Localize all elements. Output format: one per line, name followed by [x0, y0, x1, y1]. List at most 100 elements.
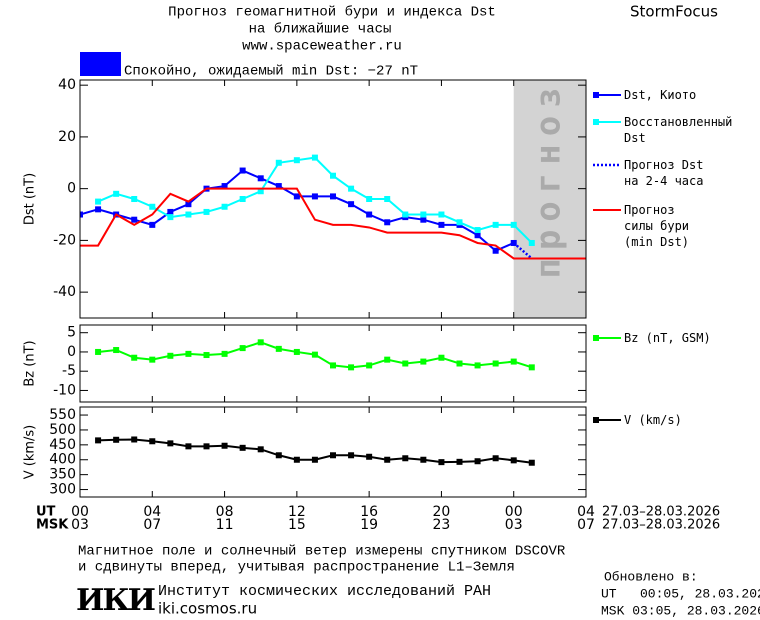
point [438, 354, 445, 361]
legend-label: Восстановленный Dst [624, 115, 733, 145]
point [384, 196, 391, 202]
point [474, 227, 481, 234]
status-box [80, 52, 121, 76]
x-tick-label: 15 [288, 517, 306, 533]
x-row-range: 27.03–28.03.2026 [602, 505, 720, 520]
point [293, 348, 300, 355]
point [131, 436, 138, 443]
point [131, 196, 138, 202]
plot-frame [79, 406, 587, 498]
x-tick-label: 00 [505, 504, 523, 520]
point [438, 459, 445, 466]
point [330, 452, 336, 459]
x-tick-label: 16 [360, 504, 378, 520]
series-line [80, 187, 586, 260]
legend-label: Прогноз Dst на 2-4 часа [624, 158, 704, 188]
point [456, 360, 463, 367]
point [293, 193, 300, 200]
x-tick-label: 00 [71, 504, 89, 520]
point [402, 455, 409, 462]
title: Прогноз геомагнитной бури и индекса Dst [168, 4, 496, 21]
x-tick-label: 11 [216, 517, 234, 533]
point [113, 436, 120, 443]
point [474, 362, 481, 369]
point [348, 185, 355, 192]
point [275, 159, 282, 166]
point [149, 438, 156, 445]
x-tick-label: 08 [216, 504, 234, 520]
point [239, 345, 246, 352]
status-text: Спокойно, ожидаемый min Dst: −27 nT [124, 63, 418, 80]
point [275, 183, 282, 190]
y-tick-label: 0 [67, 181, 76, 197]
point [203, 208, 210, 215]
point [330, 193, 336, 200]
point [95, 206, 102, 213]
y-tick-label: -20 [53, 232, 76, 248]
legend-marker [593, 417, 599, 423]
y-tick-label: 0 [67, 344, 76, 360]
legend-marker [593, 92, 599, 98]
point [348, 364, 355, 371]
point [167, 214, 174, 221]
y-tick-label: 350 [49, 467, 76, 483]
point [528, 239, 535, 246]
legend-marker [593, 335, 599, 341]
x-tick-label: 07 [577, 517, 595, 533]
x-tick-label: 04 [143, 504, 161, 520]
legend-marker [593, 119, 599, 125]
x-tick-label: 12 [288, 504, 306, 520]
subtitle: на ближайшие часы [249, 21, 392, 38]
y-tick-label: 40 [58, 77, 76, 93]
point [456, 219, 463, 226]
point [510, 457, 517, 464]
y-tick-label: 500 [49, 422, 76, 438]
institute-url: iki.cosmos.ru [158, 600, 257, 618]
x-row-range: 27.03–28.03.2026 [602, 518, 720, 533]
point [95, 198, 102, 205]
point [366, 453, 373, 460]
y-tick-label: 5 [67, 325, 76, 341]
point [239, 196, 246, 202]
forecast-label: прогноз [528, 79, 568, 278]
point [167, 352, 174, 359]
point [348, 201, 355, 208]
point [528, 459, 535, 466]
legend-label: V (km/s) [624, 413, 682, 427]
point [384, 456, 391, 463]
y-tick-label: 20 [58, 129, 76, 145]
point [492, 247, 499, 254]
point [474, 458, 481, 465]
point [330, 172, 336, 179]
point [203, 352, 210, 359]
point [167, 208, 174, 215]
point [185, 350, 192, 357]
point [438, 211, 445, 218]
series-line [80, 169, 515, 252]
x-tick-label: 07 [143, 517, 161, 533]
point [474, 232, 481, 239]
x-tick-label: 03 [505, 517, 523, 533]
updated-title: Обновлено в: [604, 569, 698, 584]
footer-note: Магнитное поле и солнечный ветер измерен… [78, 543, 566, 560]
point [402, 211, 409, 218]
y-tick-label: -5 [62, 363, 76, 379]
point [257, 175, 264, 182]
plot-frame [79, 79, 587, 319]
footer-note: и сдвинуты вперед, учитывая распростране… [78, 560, 515, 576]
plot-frame [79, 324, 587, 403]
point [384, 356, 391, 363]
y-tick-label: 450 [49, 437, 76, 453]
point [221, 183, 228, 190]
point [311, 351, 318, 358]
y-axis-label: V (km/s) [23, 425, 38, 480]
point [203, 443, 210, 450]
point [366, 362, 373, 369]
point [257, 188, 264, 195]
y-axis-label: Dst (nT) [23, 173, 38, 225]
legend-label: Dst, Киото [624, 88, 697, 102]
point [80, 211, 83, 218]
point [221, 442, 228, 449]
